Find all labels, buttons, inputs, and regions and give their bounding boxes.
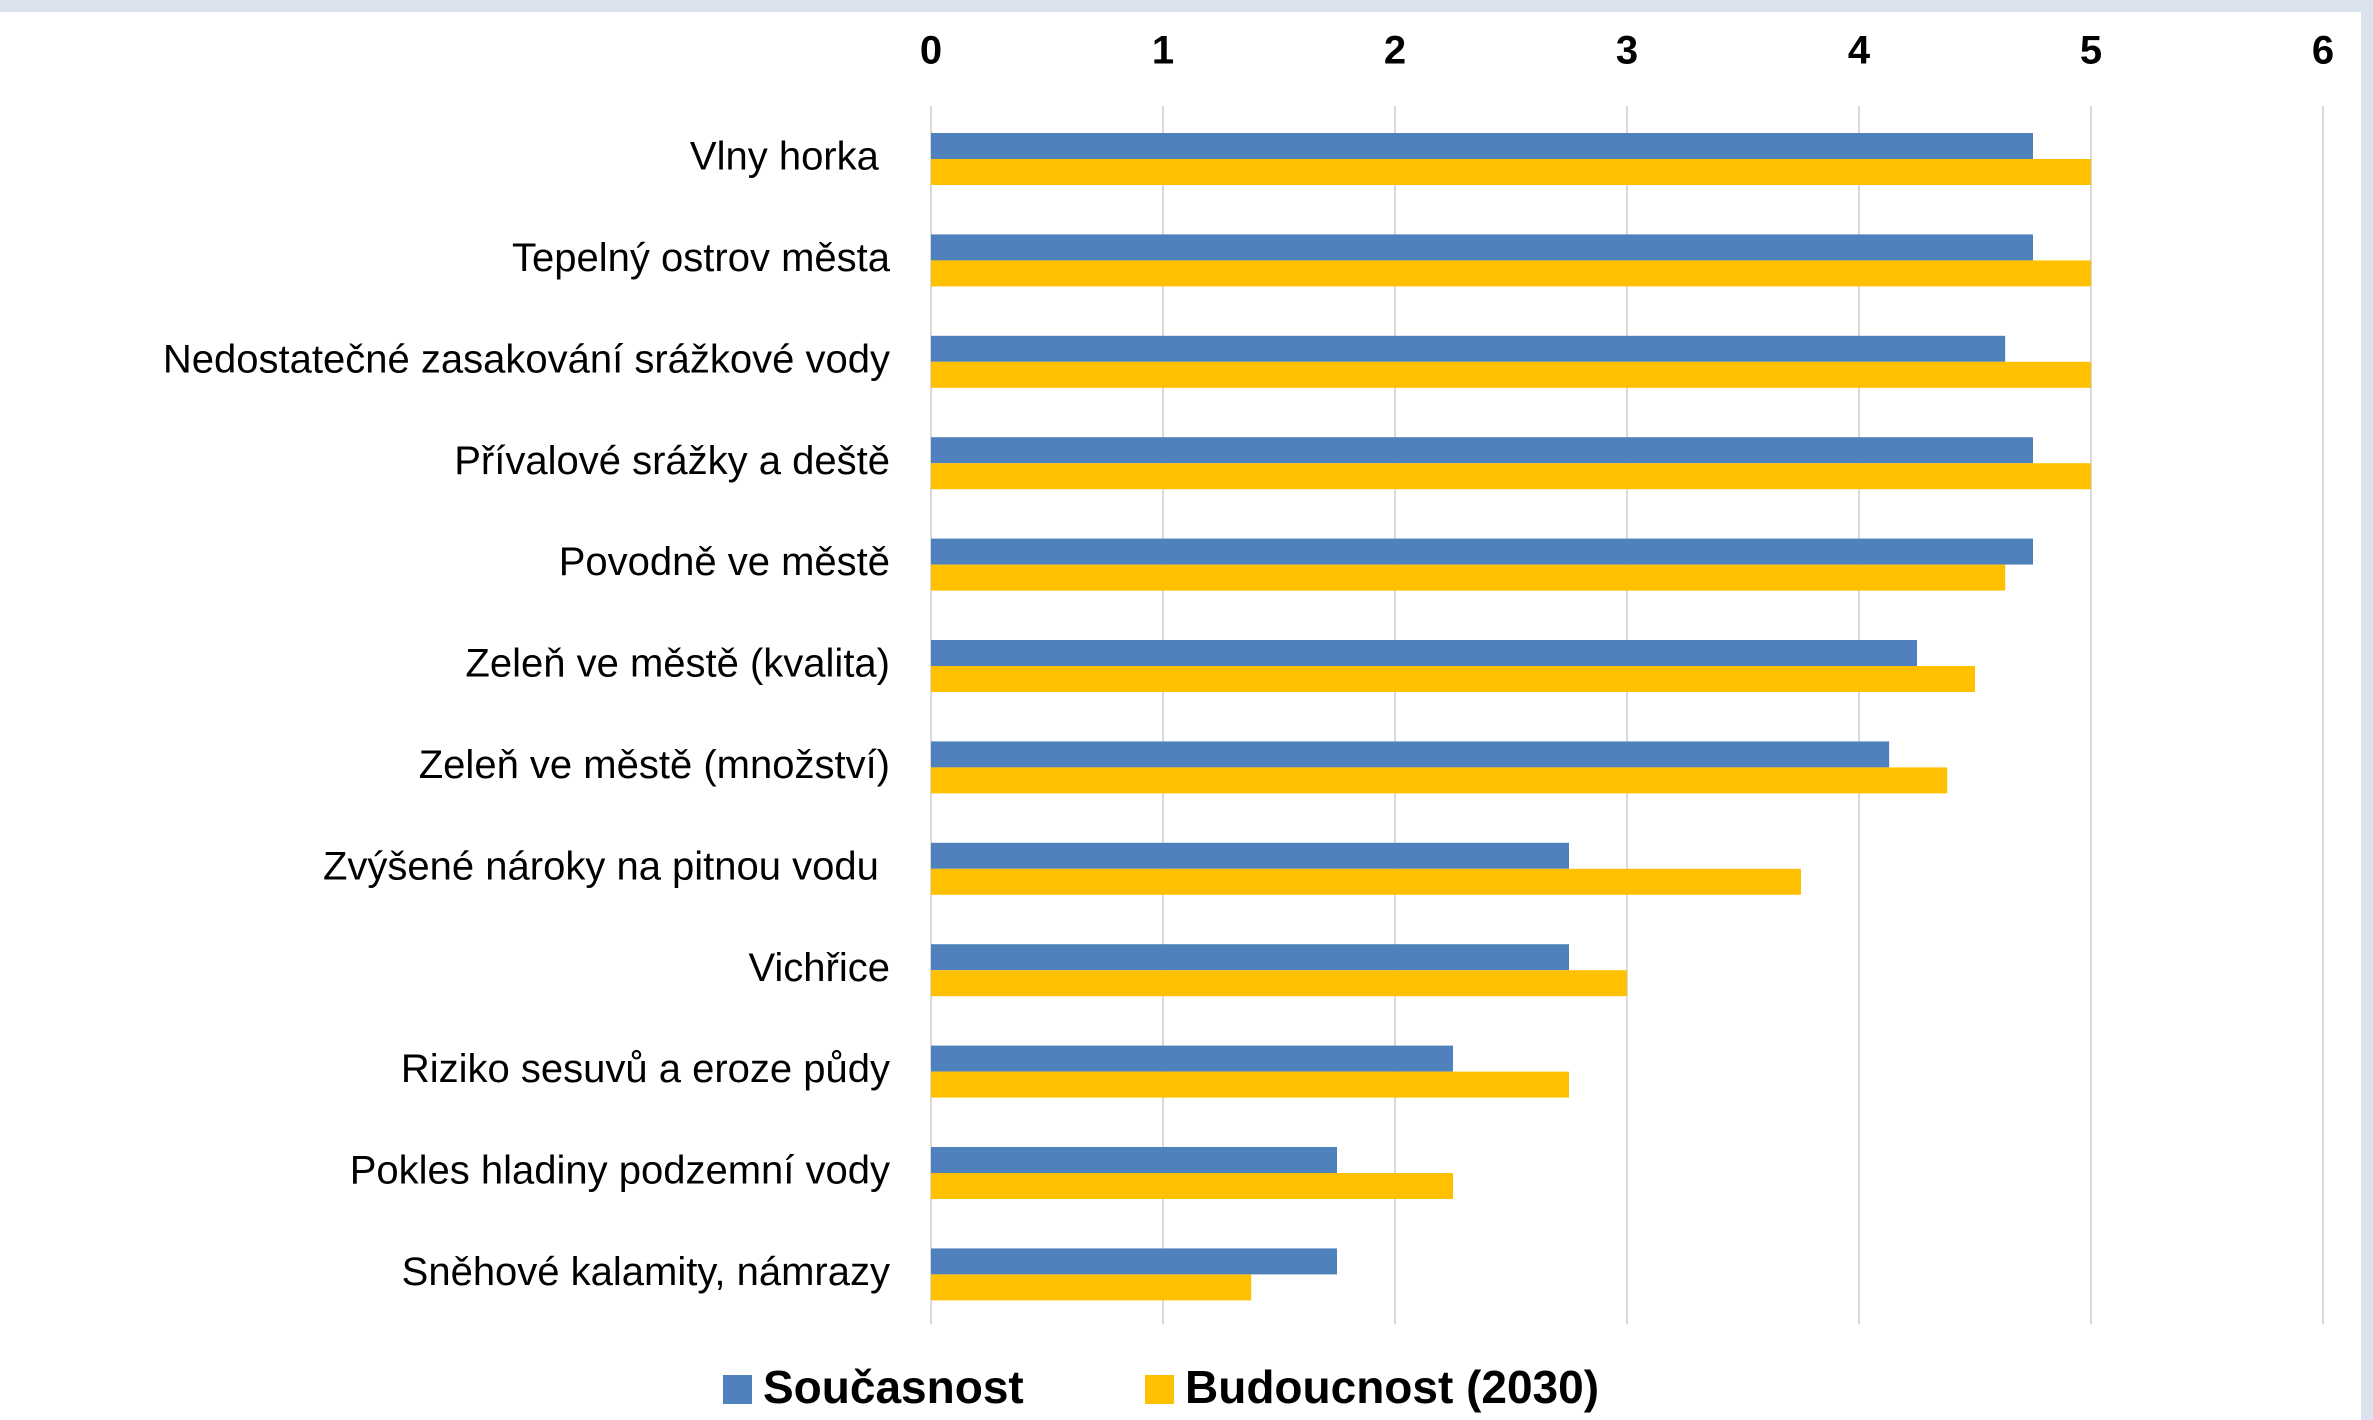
bar — [931, 1248, 1337, 1275]
y-tick-label: Vlny horka — [690, 135, 890, 179]
bar — [931, 1173, 1453, 1199]
bar — [931, 234, 2033, 261]
bar — [931, 133, 2033, 159]
plot-background — [0, 12, 2361, 1420]
x-tick-label: 3 — [1616, 29, 1638, 73]
y-tick-label: Zvýšené nároky na pitnou vodu — [323, 844, 890, 888]
bar — [931, 437, 2033, 464]
x-tick-label: 4 — [1848, 29, 1871, 73]
x-tick-label: 0 — [920, 29, 942, 73]
x-tick-label: 5 — [2080, 29, 2102, 73]
x-tick-label: 2 — [1384, 29, 1406, 73]
y-tick-label: Přívalové srážky a deště — [454, 439, 890, 483]
y-tick-label: Nedostatečné zasakování srážkové vody — [163, 337, 890, 381]
legend-label: Budoucnost (2030) — [1185, 1361, 1599, 1413]
y-tick-label: Sněhové kalamity, námrazy — [402, 1250, 890, 1294]
bar — [931, 640, 1917, 666]
bar — [931, 741, 1890, 768]
legend-swatch — [1145, 1375, 1174, 1404]
bar — [931, 868, 1801, 895]
bar — [931, 538, 2033, 565]
legend-swatch — [723, 1375, 752, 1404]
bar — [931, 1071, 1569, 1098]
y-tick-label: Zeleň ve městě (množství) — [419, 743, 890, 787]
x-tick-label: 1 — [1152, 29, 1174, 73]
bar — [931, 970, 1627, 997]
bar — [931, 842, 1569, 869]
bar — [931, 767, 1948, 794]
bar — [931, 666, 1975, 692]
bar — [931, 335, 2006, 362]
y-tick-label: Zeleň ve městě (kvalita) — [465, 642, 890, 686]
bar — [931, 1274, 1252, 1301]
y-tick-label: Vichřice — [748, 946, 890, 990]
bar — [931, 361, 2091, 388]
y-tick-label: Povodně ve městě — [559, 540, 890, 584]
y-tick-label: Riziko sesuvů a eroze půdy — [401, 1047, 890, 1091]
y-tick-label: Pokles hladiny podzemní vody — [350, 1149, 890, 1193]
bar — [931, 260, 2091, 287]
bar — [931, 1147, 1337, 1173]
bar — [931, 159, 2091, 185]
bar — [931, 1045, 1453, 1072]
bar — [931, 463, 2091, 490]
legend-label: Současnost — [763, 1361, 1024, 1413]
x-tick-label: 6 — [2312, 29, 2334, 73]
y-tick-label: Tepelný ostrov města — [512, 236, 891, 280]
bar — [931, 564, 2006, 591]
bar — [931, 944, 1569, 971]
